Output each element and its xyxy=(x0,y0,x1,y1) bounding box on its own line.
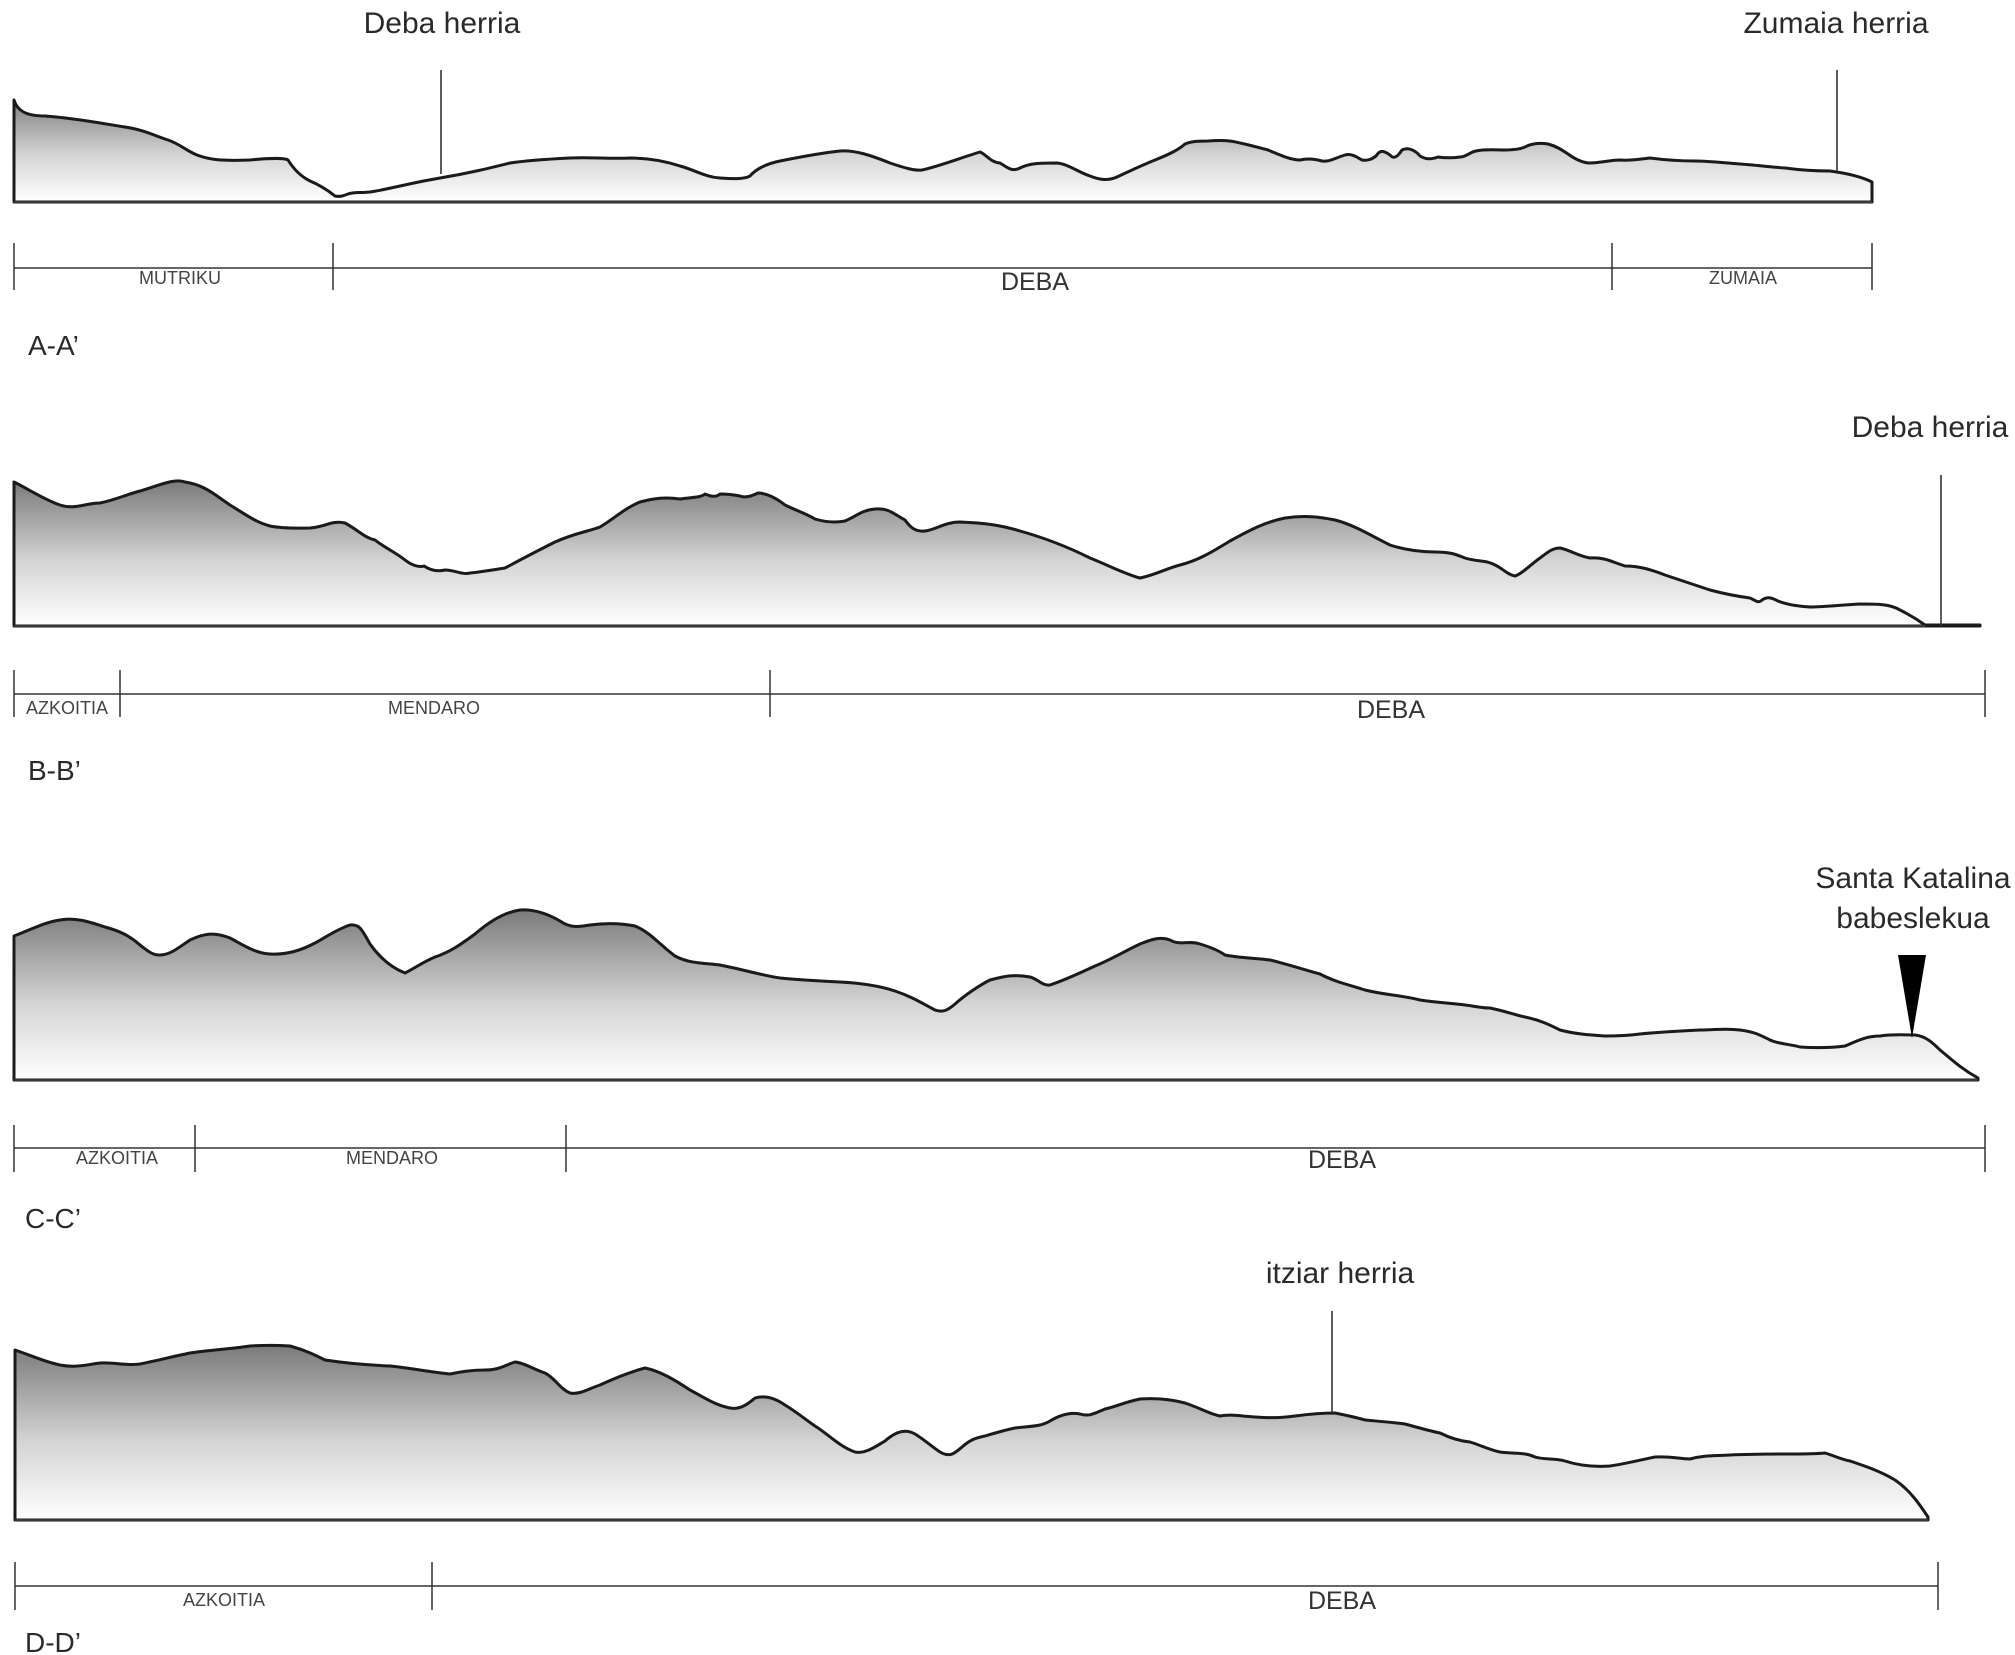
section-a: Deba herria Zumaia herria MUTRIKU DEBA Z… xyxy=(12,7,1929,361)
section-label-d: D-D’ xyxy=(25,1627,81,1655)
municipality-label-zumaia: ZUMAIA xyxy=(1709,268,1777,288)
section-label-a: A-A’ xyxy=(28,330,79,361)
marker-label-deba-herria: Deba herria xyxy=(364,7,521,40)
terrain-profile-c xyxy=(12,908,1980,1082)
marker-label-santa-katalina-line2: babeslekua xyxy=(1836,902,1990,935)
section-b: Deba herria AZKOITIA MENDARO DEBA B-B’ xyxy=(12,411,2009,786)
municipality-label-mutriku: MUTRIKU xyxy=(139,268,221,288)
municipality-label-mendaro-c: MENDARO xyxy=(346,1148,438,1168)
section-label-c: C-C’ xyxy=(25,1203,81,1234)
marker-triangle-santa-katalina xyxy=(1898,955,1926,1038)
municipality-label-azkoitia-b: AZKOITIA xyxy=(26,698,108,718)
terrain-profile-b xyxy=(12,479,1982,628)
section-label-b: B-B’ xyxy=(28,755,81,786)
section-d: itziar herria AZKOITIA DEBA D-D’ xyxy=(13,1257,1939,1655)
marker-label-santa-katalina-line1: Santa Katalina xyxy=(1815,862,2010,895)
municipality-label-azkoitia-d: AZKOITIA xyxy=(183,1590,265,1610)
marker-label-zumaia-herria: Zumaia herria xyxy=(1743,7,1928,40)
municipality-bar-d xyxy=(14,1562,1939,1610)
municipality-label-mendaro-b: MENDARO xyxy=(388,698,480,718)
section-c: Santa Katalina babeslekua AZKOITIA MENDA… xyxy=(12,862,2011,1234)
terrain-profile-d xyxy=(13,1343,1930,1522)
municipality-bar-c xyxy=(13,1125,1986,1172)
municipality-bar-a xyxy=(13,243,1873,290)
marker-label-itziar-herria: itziar herria xyxy=(1266,1257,1415,1290)
municipality-label-deba: DEBA xyxy=(1001,268,1069,296)
marker-label-deba-herria-b: Deba herria xyxy=(1852,411,2009,444)
municipality-label-deba-d: DEBA xyxy=(1308,1587,1376,1615)
municipality-label-azkoitia-c: AZKOITIA xyxy=(76,1148,158,1168)
terrain-profile-a xyxy=(12,98,1874,204)
municipality-label-deba-c: DEBA xyxy=(1308,1146,1376,1174)
municipality-label-deba-b: DEBA xyxy=(1357,696,1425,724)
municipality-bar-b xyxy=(13,670,1986,717)
